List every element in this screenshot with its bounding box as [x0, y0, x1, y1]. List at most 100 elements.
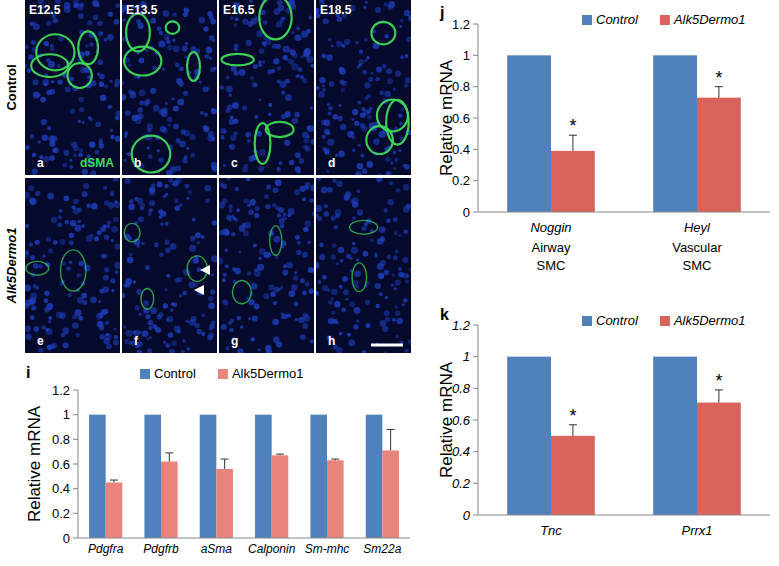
nucleus	[66, 266, 71, 271]
nucleus	[165, 343, 170, 348]
labels: *NogginAirwaySMC*HeylVascularSMC	[530, 68, 722, 273]
nucleus	[60, 239, 66, 245]
nucleus	[318, 91, 325, 98]
nucleus	[324, 204, 328, 208]
nucleus	[258, 166, 264, 172]
nucleus	[319, 77, 325, 83]
micrograph-bg	[316, 0, 411, 175]
nucleus	[295, 152, 301, 158]
nucleus	[295, 318, 299, 322]
bar	[272, 455, 289, 538]
nucleus	[327, 187, 332, 192]
nucleus	[80, 67, 87, 74]
nucleus	[138, 216, 144, 222]
nucleus	[336, 347, 343, 353]
y-tick	[73, 464, 78, 465]
nucleus	[62, 262, 66, 266]
nucleus	[146, 146, 149, 149]
nucleus	[114, 19, 119, 24]
nucleus	[298, 67, 303, 72]
nucleus	[113, 178, 118, 182]
nucleus	[44, 298, 49, 303]
nucleus	[236, 208, 240, 212]
nucleus	[403, 206, 410, 213]
nucleus	[272, 44, 277, 49]
nucleus	[283, 46, 290, 53]
nucleus	[33, 79, 39, 85]
y-tick	[473, 388, 478, 389]
error-bar	[715, 390, 723, 403]
nucleus	[74, 309, 81, 316]
nucleus	[282, 270, 288, 276]
nucleus	[25, 251, 29, 258]
nucleus	[179, 66, 184, 71]
y-tick	[473, 515, 478, 516]
nucleus	[104, 38, 108, 42]
nucleus	[53, 240, 58, 245]
nucleus	[297, 240, 301, 244]
nucleus	[338, 104, 341, 107]
nucleus	[95, 121, 101, 127]
legend-label: Alk5Dermo1	[673, 313, 746, 328]
nucleus	[150, 307, 157, 314]
bar	[551, 436, 595, 515]
nucleus	[59, 313, 65, 319]
nucleus	[405, 77, 411, 83]
stain-label: dSMA	[80, 156, 114, 170]
nucleus	[242, 105, 247, 110]
nucleus	[331, 44, 334, 47]
nucleus	[29, 198, 35, 204]
nucleus	[229, 144, 235, 150]
nucleus	[376, 67, 382, 73]
nucleus	[328, 112, 332, 116]
y-tick-label: 1.2	[52, 383, 70, 398]
y-tick	[473, 483, 478, 484]
nucleus	[357, 209, 363, 215]
nucleus	[30, 22, 34, 26]
nucleus	[296, 250, 301, 255]
nucleus	[302, 323, 308, 329]
nucleus	[357, 65, 361, 69]
nucleus	[230, 135, 236, 141]
nucleus	[408, 17, 411, 21]
y-tick	[473, 180, 478, 181]
group-label-line: Airway	[531, 240, 571, 255]
nucleus	[125, 178, 131, 184]
panel-letter: e	[37, 334, 44, 348]
nucleus	[317, 178, 322, 181]
nucleus	[189, 134, 195, 140]
y-tick-label: 0.6	[452, 111, 470, 126]
nucleus	[223, 130, 227, 134]
nucleus	[259, 48, 265, 54]
legend: ControlAlk5Dermo1	[582, 313, 745, 328]
nucleus	[174, 277, 179, 282]
nucleus	[208, 332, 214, 338]
nucleus	[308, 16, 312, 20]
nucleus	[165, 248, 171, 254]
nucleus	[292, 118, 298, 124]
nucleus	[76, 273, 81, 278]
nucleus	[204, 112, 208, 116]
nucleus	[364, 222, 368, 226]
nucleus	[349, 301, 355, 307]
nucleus	[248, 317, 251, 320]
nucleus	[30, 255, 35, 260]
nucleus	[378, 173, 381, 175]
nucleus	[98, 313, 103, 318]
panel-letter: h	[328, 334, 335, 348]
nucleus	[146, 337, 149, 340]
dsma-signal	[259, 0, 291, 39]
nucleus	[357, 100, 361, 104]
nucleus	[404, 348, 408, 352]
nucleus	[143, 101, 148, 106]
nucleus	[33, 263, 39, 269]
bar-chart: jRelative mRNA00.20.40.60.811.2*NogginAi…	[437, 4, 770, 273]
nucleus	[322, 134, 326, 138]
nucleus	[42, 135, 48, 141]
nucleus	[356, 258, 359, 261]
nucleus	[404, 164, 410, 170]
nucleus	[148, 208, 152, 212]
nucleus	[25, 192, 30, 199]
nucleus	[94, 236, 99, 241]
nucleus	[152, 66, 156, 70]
